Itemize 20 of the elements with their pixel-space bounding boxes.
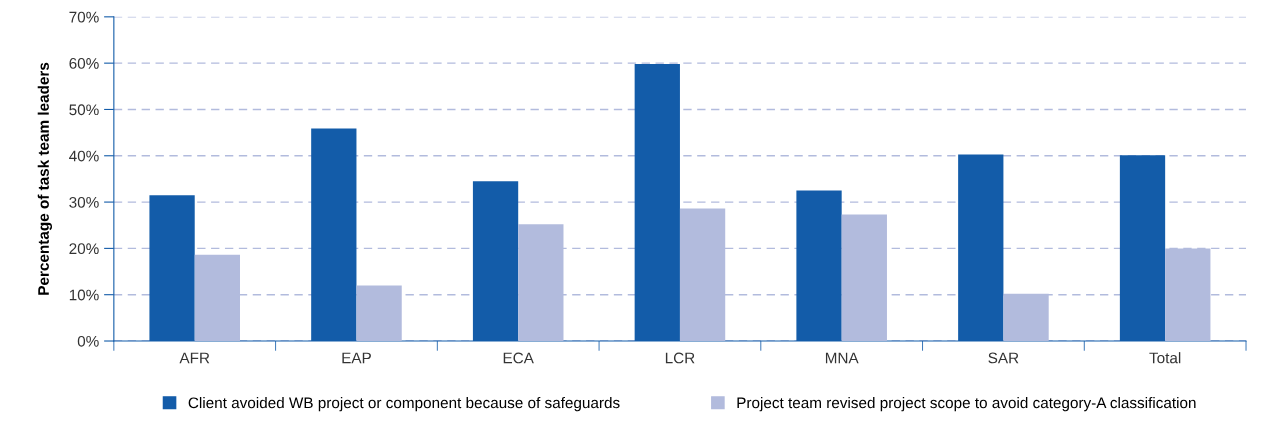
y-tick-label: 50% [69, 104, 99, 116]
y-tick-label: 70% [69, 11, 99, 23]
y-tick-label: 0% [77, 335, 99, 347]
y-tick-label: 20% [69, 243, 99, 255]
legend-label: Project team revised project scope to avoid category-A classification [737, 396, 1196, 412]
x-tick-label: MNA [825, 352, 859, 364]
bar [841, 214, 887, 342]
y-tick-label: 10% [69, 289, 99, 301]
x-tick-label: SAR [988, 352, 1019, 364]
x-tick-label: AFR [179, 352, 210, 364]
y-tick-label: 60% [69, 58, 99, 69]
x-tick-label: ECA [503, 352, 534, 364]
bar [356, 285, 402, 342]
y-tick-label: 40% [69, 150, 99, 162]
x-tick-label: LCR [665, 352, 695, 364]
legend-label: Client avoided WB project or component because of safeguards [188, 396, 620, 412]
y-axis-title: Percentage of task team leaders [37, 62, 53, 295]
y-tick-label: 30% [69, 196, 99, 208]
x-tick-label: EAP [342, 352, 371, 364]
x-tick-label: Total [1149, 352, 1181, 364]
